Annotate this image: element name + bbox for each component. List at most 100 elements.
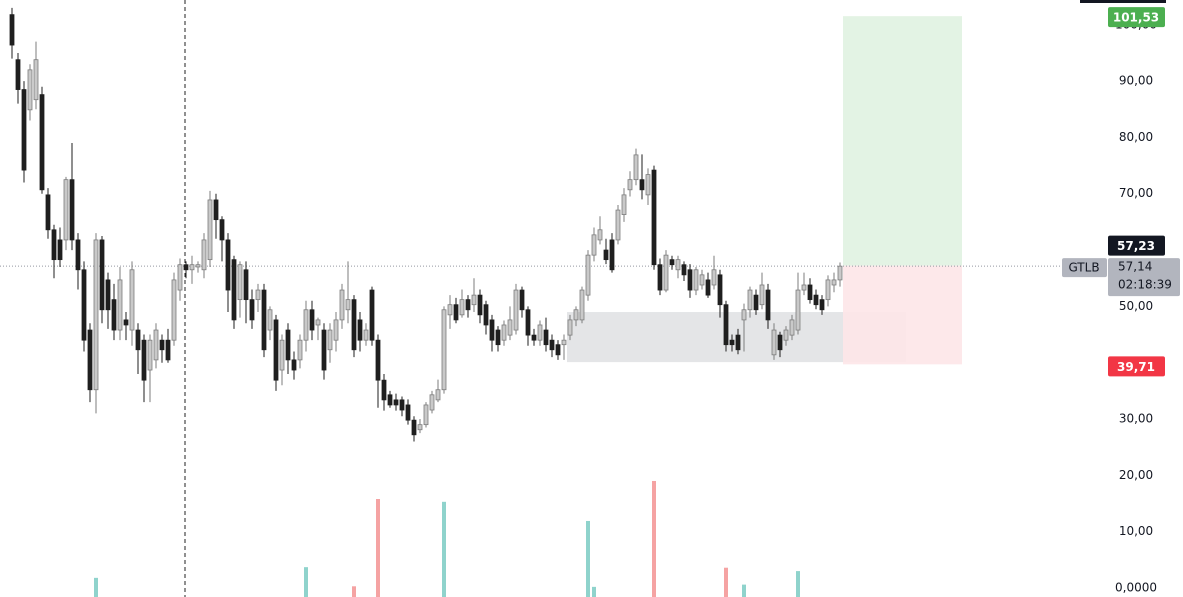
candle-body bbox=[705, 279, 711, 296]
candle-body bbox=[573, 309, 579, 321]
candle-body bbox=[399, 399, 405, 411]
candle-body bbox=[159, 339, 165, 351]
candle-body bbox=[555, 344, 561, 356]
candle-body bbox=[21, 89, 27, 171]
candle-body bbox=[531, 334, 537, 341]
candle-body bbox=[57, 239, 63, 261]
candle-body bbox=[783, 329, 789, 341]
candle-body bbox=[201, 239, 207, 271]
candle-body bbox=[423, 404, 429, 426]
candle-body bbox=[117, 279, 123, 331]
y-tick-label: 10,00 bbox=[1119, 524, 1153, 538]
candle-body bbox=[441, 309, 447, 391]
candle-body bbox=[111, 299, 117, 331]
price-badge-label: 57,23 bbox=[1117, 239, 1155, 253]
candle-body bbox=[381, 379, 387, 401]
volume-bar bbox=[94, 577, 98, 597]
price-badge-label: 39,71 bbox=[1117, 360, 1155, 374]
candle-body bbox=[657, 264, 663, 291]
candle-body bbox=[417, 424, 423, 431]
candle-body bbox=[615, 209, 621, 241]
candle-body bbox=[387, 394, 393, 406]
candle-body bbox=[645, 174, 651, 196]
candle-body bbox=[225, 239, 231, 291]
candle-body bbox=[723, 304, 729, 346]
y-tick-label: 70,00 bbox=[1119, 186, 1153, 200]
candle-body bbox=[69, 179, 75, 241]
candle-body bbox=[81, 269, 87, 341]
y-tick-label: 30,00 bbox=[1119, 412, 1153, 426]
candle-body bbox=[681, 264, 687, 276]
candle-body bbox=[777, 334, 783, 351]
candle-body bbox=[411, 419, 417, 436]
candle-body bbox=[753, 294, 759, 311]
candle-body bbox=[717, 274, 723, 306]
last-price-label: 57,14 bbox=[1118, 260, 1152, 274]
candle-body bbox=[261, 289, 267, 351]
candle-body bbox=[351, 299, 357, 351]
candle-body bbox=[603, 249, 609, 261]
candle-body bbox=[309, 309, 315, 331]
candle-body bbox=[189, 264, 195, 271]
candle-body bbox=[63, 179, 69, 241]
volume-bar bbox=[442, 501, 446, 597]
candle-body bbox=[45, 194, 51, 231]
last-price-box bbox=[1108, 258, 1180, 297]
candle-body bbox=[687, 269, 693, 291]
candle-body bbox=[345, 299, 351, 311]
price-badge bbox=[1108, 235, 1165, 256]
candle-body bbox=[147, 339, 153, 371]
candle-body bbox=[639, 179, 645, 191]
candle-body bbox=[267, 309, 273, 331]
candle-body bbox=[297, 339, 303, 361]
candle-body bbox=[591, 234, 597, 256]
candle-body bbox=[219, 219, 225, 241]
candle-body bbox=[699, 274, 705, 286]
candle-body bbox=[285, 329, 291, 361]
candle-body bbox=[27, 69, 33, 111]
candle-body bbox=[663, 254, 669, 291]
candle-body bbox=[729, 339, 735, 346]
candle-body bbox=[87, 329, 93, 391]
candle-body bbox=[15, 59, 21, 90]
candle-body bbox=[459, 299, 465, 316]
countdown-label: 02:18:39 bbox=[1118, 278, 1172, 292]
candle-body bbox=[561, 339, 567, 346]
candle-body bbox=[711, 269, 717, 286]
candle-body bbox=[813, 294, 819, 306]
y-tick-label: 20,00 bbox=[1119, 468, 1153, 482]
candle-body bbox=[837, 265, 843, 281]
candle-body bbox=[213, 199, 219, 221]
candle-body bbox=[747, 289, 753, 311]
candle-body bbox=[801, 284, 807, 291]
symbol-label: GTLB bbox=[1068, 261, 1099, 275]
volume-bar bbox=[352, 586, 356, 597]
candle-body bbox=[807, 284, 813, 301]
price-badge bbox=[1108, 7, 1165, 28]
candle-body bbox=[105, 279, 111, 311]
volume-bar bbox=[724, 567, 728, 597]
candle-body bbox=[369, 289, 375, 341]
candle-body bbox=[231, 259, 237, 321]
candle-body bbox=[669, 259, 675, 266]
volume-bar bbox=[652, 480, 656, 597]
target-area bbox=[843, 16, 962, 266]
candle-body bbox=[303, 309, 309, 341]
candle-body bbox=[327, 329, 333, 351]
candle-body bbox=[75, 239, 81, 271]
candle-body bbox=[453, 304, 459, 321]
candle-body bbox=[237, 264, 243, 301]
y-tick-label: 80,00 bbox=[1119, 130, 1153, 144]
candle-body bbox=[597, 229, 603, 241]
candle-body bbox=[477, 294, 483, 316]
candle-body bbox=[789, 319, 795, 336]
volume-bar bbox=[376, 499, 380, 597]
candle-body bbox=[135, 329, 141, 351]
y-tick-label: 0,0000 bbox=[1115, 580, 1157, 594]
candle-body bbox=[507, 319, 513, 336]
candle-body bbox=[831, 279, 837, 286]
candle-body bbox=[795, 289, 801, 331]
candle-body bbox=[123, 319, 129, 326]
toolbar-edge bbox=[1080, 0, 1166, 3]
